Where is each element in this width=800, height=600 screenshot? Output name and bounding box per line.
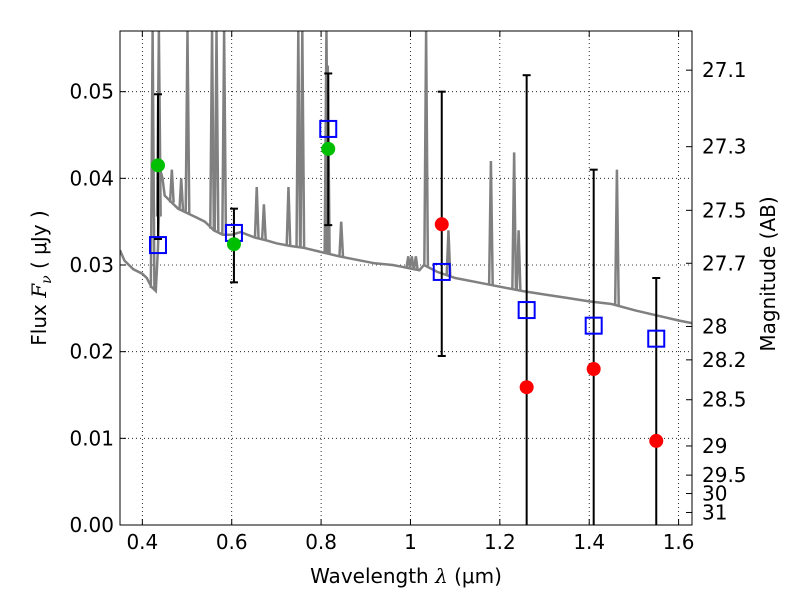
- emission-line: [260, 204, 267, 240]
- y2-tick-label: 27.1: [702, 58, 747, 82]
- y2-tick-label: 29: [702, 434, 727, 458]
- y2-tick-label: 29.5: [702, 463, 747, 487]
- detection-point: [321, 141, 336, 156]
- nondetection-point: [519, 380, 534, 395]
- model-flux-square: [319, 119, 338, 138]
- detection-point: [226, 237, 241, 252]
- nondetection-point: [649, 433, 664, 448]
- x-tick-label: 0.4: [126, 530, 158, 554]
- emission-line: [295, 31, 302, 248]
- emission-line: [515, 230, 522, 291]
- x-axis-label: Wavelength λ (μm): [310, 564, 502, 588]
- emission-line: [445, 230, 452, 276]
- emission-line: [149, 31, 156, 288]
- y-axis-label: Flux Fν ( μJy ): [27, 210, 55, 345]
- detection-point: [150, 158, 165, 173]
- axis-ticks: 0.4 0.6 0.8 1 1.2 1.4 1.6 0.00 0.01 0.02 0.03 0.04 0…: [69, 31, 747, 554]
- y2-tick-label: 30: [702, 482, 727, 506]
- emission-line: [613, 169, 620, 306]
- y-tick-label: 0.03: [69, 253, 114, 277]
- x-tick-label: 1.4: [573, 530, 605, 554]
- emission-line: [213, 31, 220, 232]
- model-flux-square: [148, 236, 167, 255]
- y2-tick-label: 28: [702, 314, 727, 338]
- nondetection-point: [434, 217, 449, 232]
- model-flux-square: [647, 329, 666, 348]
- x-tick-label: 1.6: [663, 530, 695, 554]
- emission-line: [511, 152, 518, 290]
- emission-line: [253, 186, 260, 239]
- y2-tick-label: 27.5: [702, 198, 747, 222]
- emission-line: [423, 31, 430, 267]
- y-tick-label: 0.01: [69, 426, 114, 450]
- y2-tick-label: 28.5: [702, 388, 747, 412]
- nondetection-point: [586, 362, 601, 376]
- emission-line: [338, 221, 345, 257]
- emission-line: [487, 160, 494, 285]
- emission-line: [412, 256, 419, 270]
- emission-line: [168, 169, 175, 203]
- emission-line: [299, 31, 306, 248]
- emission-line: [408, 256, 415, 269]
- y2-tick-label: 31: [702, 500, 727, 524]
- emission-line: [285, 186, 292, 246]
- y2-tick-label: 27.3: [702, 135, 747, 159]
- y-tick-label: 0.00: [69, 513, 114, 537]
- y-tick-label: 0.04: [69, 166, 114, 190]
- y-tick-label: 0.05: [69, 80, 114, 104]
- y2-axis-label: Magnitude (AB): [756, 196, 780, 351]
- y2-tick-label: 28.2: [702, 348, 747, 372]
- model-flux-square: [432, 262, 451, 281]
- y-tick-label: 0.02: [69, 340, 114, 364]
- x-tick-label: 0.6: [216, 530, 248, 554]
- plot-frame: [119, 30, 693, 526]
- y2-tick-label: 27.7: [702, 251, 747, 275]
- emission-line: [178, 178, 185, 211]
- model-flux-square: [584, 316, 603, 335]
- emission-line: [221, 31, 228, 235]
- x-tick-label: 0.8: [305, 530, 337, 554]
- model-flux-square: [517, 301, 536, 320]
- x-tick-label: 1.2: [484, 530, 516, 554]
- emission-line: [184, 31, 191, 214]
- emission-line: [209, 31, 216, 229]
- plot-area: [120, 31, 692, 525]
- x-tick-label: 1: [404, 530, 417, 554]
